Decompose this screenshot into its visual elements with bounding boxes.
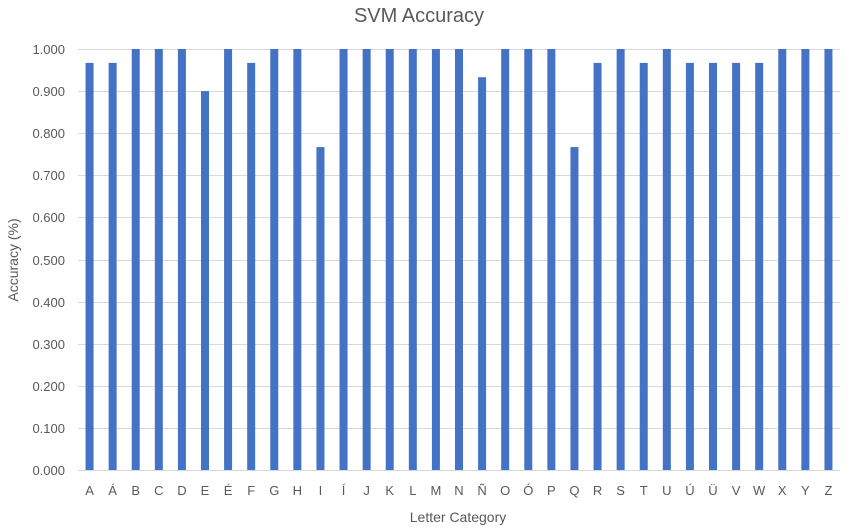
bar-27 [709,62,717,470]
bar-28 [732,62,741,470]
bar-23 [616,49,625,470]
x-tick-label: O [500,483,510,498]
x-tick-label: W [753,483,766,498]
x-tick-label: Í [342,483,346,498]
y-tick-label: 0.400 [32,295,65,310]
x-tick-label: F [247,483,255,498]
bar-8 [270,49,279,470]
x-tick-label: M [430,483,441,498]
bar-19 [524,49,533,470]
x-tick-label: Z [824,483,832,498]
x-tick-label: Ó [523,483,533,498]
bar-2 [131,49,140,470]
x-tick-label: V [732,483,741,498]
bar-10 [316,147,325,470]
y-tick-label: 0.700 [32,168,65,183]
bar-24 [639,62,648,470]
bar-26 [685,62,694,470]
x-tick-label: Á [108,483,117,498]
y-tick-label: 0.200 [32,379,65,394]
bar-6 [224,49,233,470]
y-tick-label: 0.000 [32,463,65,478]
x-tick-label: I [319,483,323,498]
bar-32 [824,49,833,470]
bar-29 [755,62,764,470]
x-tick-label: X [778,483,787,498]
bar-1 [108,62,117,470]
y-tick-label: 0.500 [32,253,65,268]
bar-0 [85,62,94,470]
x-tick-label: Ú [685,483,694,498]
x-tick-label: D [177,483,186,498]
x-tick-label: C [154,483,163,498]
bar-13 [385,49,394,470]
bar-5 [201,91,209,470]
x-tick-label: Q [569,483,579,498]
x-tick-label: S [616,483,625,498]
bars [85,49,833,471]
x-tick-label: H [293,483,302,498]
x-tick-label: Ü [708,483,717,498]
x-tick-label: R [593,483,602,498]
x-tick-label: Y [801,483,810,498]
bar-25 [662,49,671,470]
bar-30 [778,49,787,470]
x-tick-label: K [385,483,394,498]
bar-9 [293,49,302,470]
x-tick-label: G [269,483,279,498]
bar-4 [177,49,186,470]
x-tick-label: J [363,483,370,498]
bar-31 [801,49,810,470]
bar-17 [478,77,487,471]
y-axis-title: Accuracy (%) [5,218,21,301]
x-tick-label: E [201,483,210,498]
y-tick-label: 0.100 [32,421,65,436]
x-tick-label: U [662,483,671,498]
x-tick-label: T [640,483,648,498]
x-tick-label: A [85,483,94,498]
bar-3 [154,49,163,470]
y-tick-label: 1.000 [32,42,65,57]
bar-18 [501,49,510,470]
bar-16 [455,49,463,470]
x-tick-label: B [131,483,140,498]
bar-11 [339,49,348,470]
chart-title: SVM Accuracy [354,5,484,27]
bar-22 [593,62,602,470]
y-tick-label: 0.800 [32,126,65,141]
bar-20 [547,49,556,470]
x-tick-label: Ñ [477,483,486,498]
y-tick-label: 0.600 [32,210,65,225]
bar-15 [431,49,440,470]
x-tick-label: É [224,483,233,498]
y-tick-label: 0.300 [32,337,65,352]
bar-14 [408,49,417,470]
x-tick-label: P [547,483,556,498]
bar-21 [570,147,579,470]
x-tick-label: L [409,483,416,498]
y-tick-label: 0.900 [32,84,65,99]
y-axis-ticks: 0.000 0.100 0.200 0.300 0.400 0.500 0.600 0.700… [32,42,65,478]
bar-12 [362,49,371,470]
x-tick-label: N [454,483,463,498]
x-axis-title: Letter Category [410,509,507,525]
bar-7 [247,62,256,470]
